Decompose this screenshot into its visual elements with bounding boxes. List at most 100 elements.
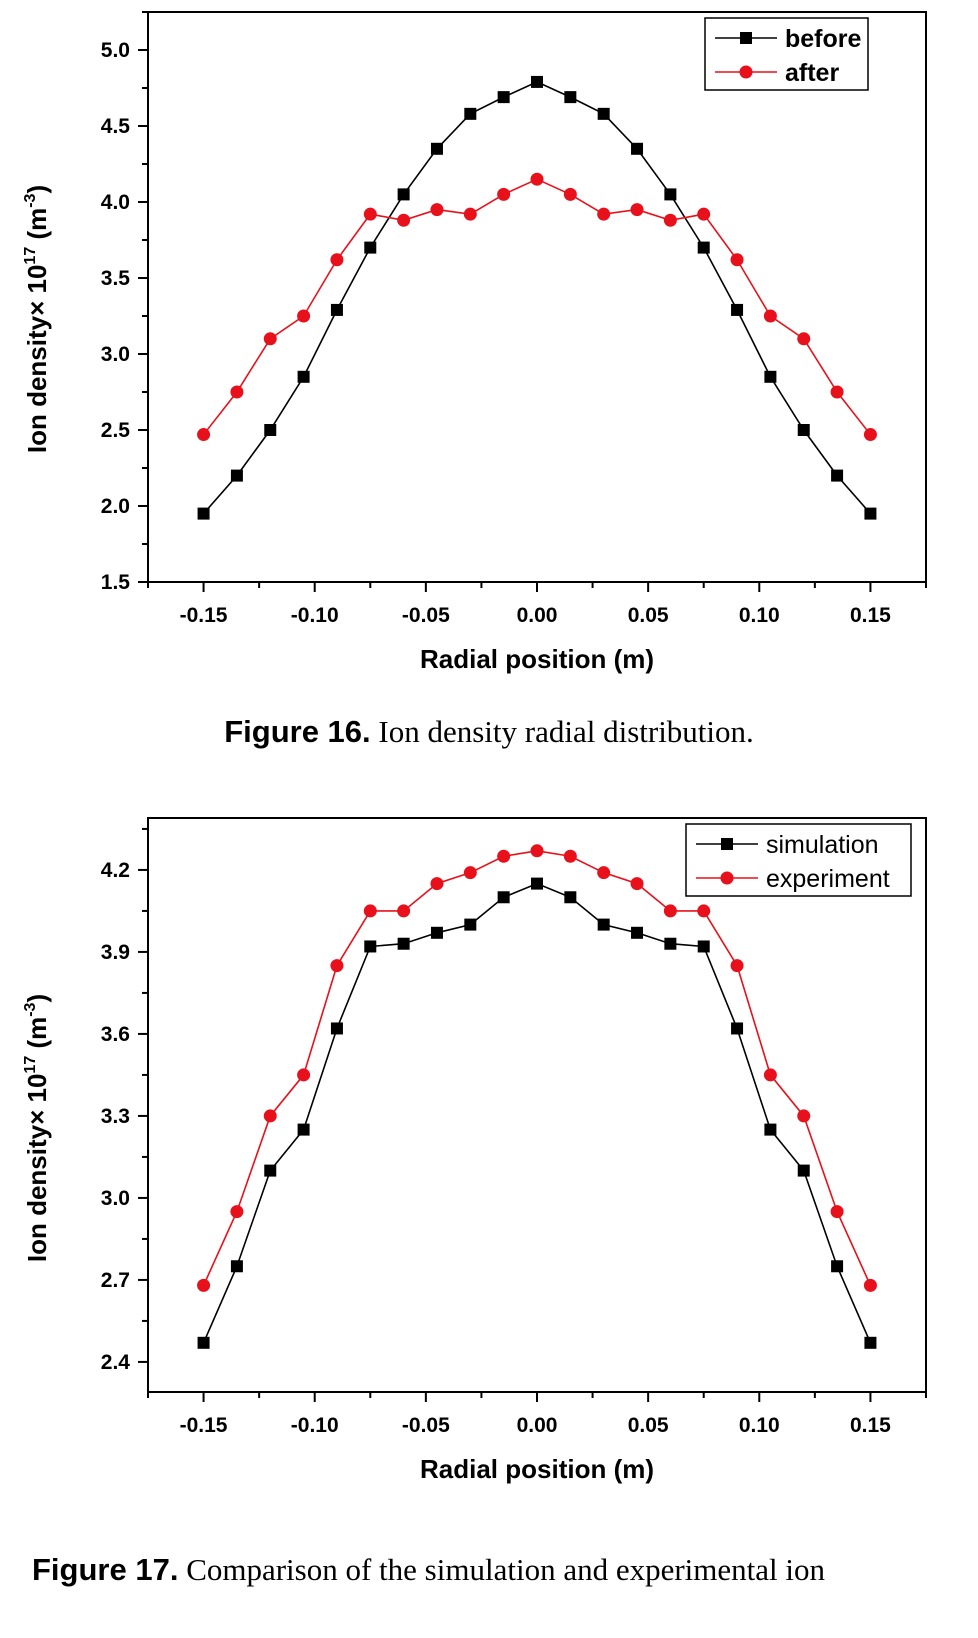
chart2-series-experiment-line [202,849,872,1286]
chart1-series-after-point [797,332,811,346]
chart1-series-after-point [463,207,477,221]
chart1-series-after-point [197,428,211,442]
chart1-x-tick-label: 0.00 [517,604,558,627]
chart1-series-before-point [831,469,844,482]
chart2-x-tick-label: 0.10 [739,1414,780,1437]
chart2-series-experiment-point [530,844,544,858]
chart1-series-after-point [830,385,844,399]
chart2-series-experiment-point [830,1205,844,1219]
chart2-series-simulation-point [864,1336,877,1349]
chart2-series-experiment-point [730,959,744,973]
chart1-y-tick-label: 2.5 [101,419,131,442]
chart1-series-before-point [497,91,510,104]
chart2-series-simulation-point [430,926,443,939]
chart1-series-after-point [697,207,711,221]
chart1-series-after-point [230,385,244,399]
chart1-y-tick-label: 1.5 [101,571,131,594]
chart1-series-before-point [197,507,210,520]
chart1-x-tick-label: 0.05 [628,604,669,627]
chart1-series-after-point [630,203,644,217]
chart1-series-before-point [797,424,810,436]
chart2-series-experiment-point [430,877,444,891]
chart1-series-before-point [330,303,343,316]
chart2-series-simulation-line [202,882,872,1344]
chart2-series-experiment-point [463,866,477,880]
chart2-series-simulation-point [831,1260,844,1273]
chart2-series-simulation-point [597,918,610,931]
chart1-series-after-line [202,178,872,436]
chart1-series-before-point [397,188,410,201]
chart2-series-experiment-point [397,904,411,918]
chart2-series-experiment-point [197,1278,211,1292]
chart2-series-simulation-point [497,891,510,904]
chart1-series-before-point [564,91,577,104]
chart2-x-axis-title: Radial position (m) [420,1454,654,1484]
chart2-series-simulation-point [731,1022,744,1035]
chart2-y-tick-label: 4.2 [101,859,130,882]
comparison-chart: -0.15 -0.10 -0.05 0.00 0.05 0.10 0.15 2.4 2.7 3.0… [22,817,927,1484]
chart2-y-tick-label: 2.7 [101,1269,130,1292]
chart1-plot-frame [147,11,927,583]
chart2-series-experiment-point [563,849,577,863]
chart1-series-before-point [731,303,744,316]
chart2-x-tick-label: 0.15 [850,1414,891,1437]
chart1-series-before-point [364,241,377,254]
chart1-x-tick-label: -0.10 [291,604,339,627]
chart1-series-after-point [397,213,411,227]
chart2-series-simulation-point [531,877,543,890]
chart2-y-axis-title: Ion density× 1017 (m-3) [22,994,52,1262]
chart2-x-tick-label: 0.00 [517,1414,558,1437]
chart1-series-after-point [597,207,611,221]
chart2-series-experiment-point [763,1068,777,1082]
chart2-series-experiment-point [263,1109,277,1123]
chart1-series-before-point [297,370,310,383]
chart1-series-after-point [263,332,277,346]
chart1-series-before-point [697,241,710,254]
chart1-x-axis-title: Radial position (m) [420,644,654,674]
chart1-legend-box [704,17,869,91]
chart1-x-tick-label: -0.15 [180,604,228,627]
chart2-series-simulation-point [464,918,477,931]
chart1-series-before-point [764,370,777,383]
chart1-series-after-point [530,172,544,186]
chart1-series-after-point [763,309,777,323]
chart2-series-experiment-point [630,877,644,891]
chart1-x-tick-label: 0.10 [739,604,780,627]
figure-16-text: Ion density radial distribution. [370,714,754,749]
chart-figure-16: -0.15 -0.10 -0.05 0.00 0.05 0.10 0.15 1.5 2.0 2.5… [0,0,978,700]
chart1-series-after-point [430,203,444,217]
chart1-series-before-point [864,507,877,520]
chart2-series-experiment-point [330,959,344,973]
chart1-series-after-point [730,253,744,267]
figure-16-label: Figure 16. [224,714,371,749]
chart2-series-experiment-point [297,1068,311,1082]
chart1-x-tick-label: -0.05 [402,604,450,627]
chart1-series-before-point [631,142,644,155]
chart1-legend-after-marker [739,65,753,79]
chart2-series-simulation-point [764,1123,777,1136]
chart2-series-simulation-point [264,1164,277,1177]
chart2-series-simulation-point [697,940,710,953]
chart2-series-simulation-point [197,1336,210,1349]
chart1-series-before-point [464,107,477,120]
chart2-series-experiment-point [797,1109,811,1123]
chart2-series-experiment-point [597,866,611,880]
chart1-series-before-line [202,81,872,515]
chart2-series-simulation-point [564,891,577,904]
chart2-y-tick-label: 3.9 [101,941,130,964]
chart1-series-before-point [531,75,543,88]
chart1-series-before-point [230,469,243,482]
chart2-legend: simulation experiment [685,823,912,897]
chart1-series-before-point [597,107,610,120]
chart1-y-tick-label: 3.5 [101,267,131,290]
chart1-series-after-point [363,207,377,221]
chart2-y-tick-label: 3.6 [101,1023,130,1046]
chart1-legend-after-label: after [785,59,839,87]
chart2-x-tick-label: -0.15 [180,1414,228,1437]
chart2-series-simulation-point [330,1022,343,1035]
chart-figure-17: -0.15 -0.10 -0.05 0.00 0.05 0.10 0.15 2.4 2.7 3.0… [0,812,978,1532]
figure-17-caption: Figure 17. Comparison of the simulation … [32,1552,978,1588]
chart2-legend-experiment-marker [720,871,734,885]
chart2-plot-frame [147,817,927,1393]
chart1-series-before-point [430,142,443,155]
